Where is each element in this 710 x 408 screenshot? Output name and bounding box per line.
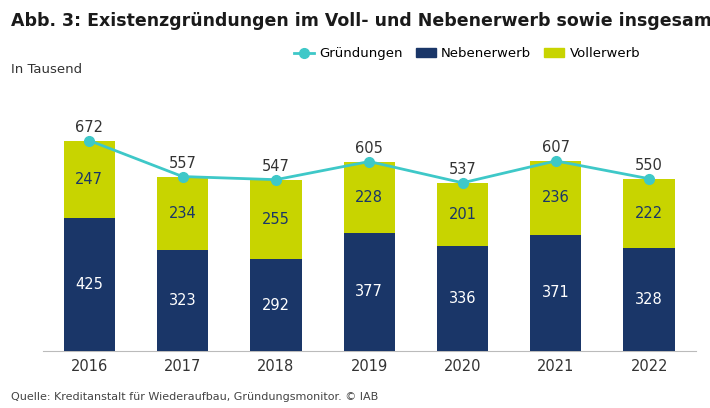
Text: 323: 323 (169, 293, 197, 308)
Bar (344, 162, 395, 233)
Bar (437, 246, 488, 351)
Text: 255: 255 (262, 212, 290, 227)
Text: 292: 292 (262, 298, 290, 313)
Bar (623, 248, 674, 351)
Bar (344, 233, 395, 351)
Text: 607: 607 (542, 140, 570, 155)
Bar (623, 179, 674, 248)
Bar (250, 259, 302, 351)
Legend: Gründungen, Nebenerwerb, Vollerwerb: Gründungen, Nebenerwerb, Vollerwerb (289, 42, 645, 66)
Text: 371: 371 (542, 285, 569, 300)
Bar (157, 250, 208, 351)
Bar (250, 180, 302, 259)
Text: 234: 234 (169, 206, 197, 221)
Text: In Tausend: In Tausend (11, 63, 82, 76)
Bar (64, 218, 115, 351)
Text: 377: 377 (355, 284, 383, 299)
Bar (530, 235, 581, 351)
Text: 222: 222 (635, 206, 663, 221)
Text: 201: 201 (449, 207, 476, 222)
Bar (437, 183, 488, 246)
Text: 672: 672 (75, 120, 103, 135)
Text: 336: 336 (449, 291, 476, 306)
Bar (157, 177, 208, 250)
Bar (64, 140, 115, 218)
Text: 605: 605 (355, 141, 383, 156)
Text: 537: 537 (449, 162, 476, 177)
Text: 425: 425 (75, 277, 103, 292)
Text: 557: 557 (169, 156, 197, 171)
Text: Abb. 3: Existenzgründungen im Voll- und Nebenerwerb sowie insgesamt: Abb. 3: Existenzgründungen im Voll- und … (11, 12, 710, 30)
Text: 228: 228 (355, 190, 383, 205)
Text: 247: 247 (75, 172, 103, 187)
Bar (530, 161, 581, 235)
Text: 236: 236 (542, 190, 569, 205)
Text: Quelle: Kreditanstalt für Wiederaufbau, Gründungsmonitor. © IAB: Quelle: Kreditanstalt für Wiederaufbau, … (11, 392, 378, 402)
Text: 550: 550 (635, 158, 663, 173)
Text: 547: 547 (262, 159, 290, 174)
Text: 328: 328 (635, 292, 663, 307)
